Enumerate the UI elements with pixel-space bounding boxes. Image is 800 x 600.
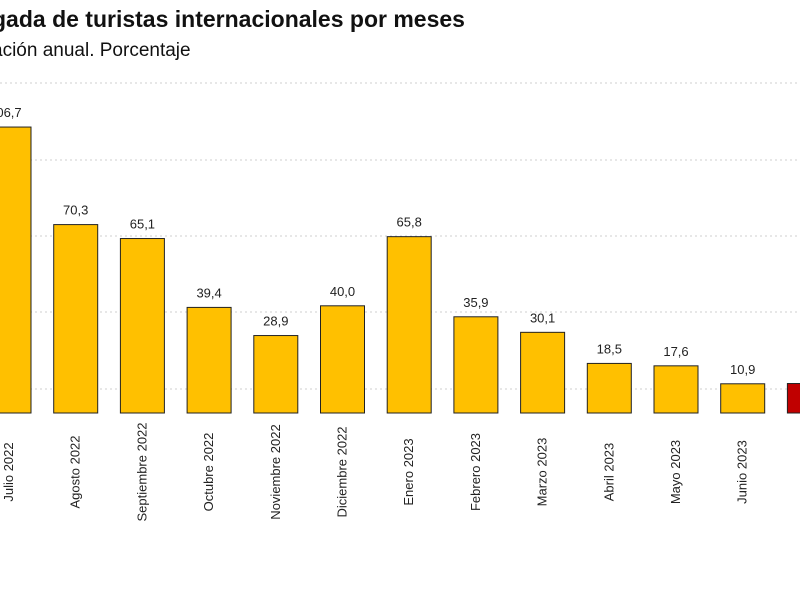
bar: [386, 236, 432, 414]
bar: [119, 238, 165, 414]
bar: [53, 224, 99, 414]
bar: [520, 331, 566, 414]
bar: [253, 335, 299, 414]
value-label: 65,8: [397, 215, 422, 230]
bar: [720, 383, 766, 414]
value-label: 18,5: [597, 341, 622, 356]
value-label: 06,7: [0, 105, 22, 120]
tick-label: Septiembre 2022: [134, 422, 149, 521]
bar: [186, 306, 232, 414]
tick-label: Junio 2023: [735, 440, 750, 504]
bar: [653, 365, 699, 414]
value-label: 40,0: [330, 284, 355, 299]
tick-label: Julio 2022: [1, 442, 16, 501]
tick-label: Enero 2023: [401, 438, 416, 505]
value-label: 30,1: [530, 310, 555, 325]
bar: [320, 305, 365, 414]
tick-label: Febrero 2023: [468, 433, 483, 511]
chart-subtitle: ación anual. Porcentaje: [0, 40, 191, 61]
bar: [786, 383, 800, 414]
tick-label: Noviembre 2022: [268, 424, 283, 519]
value-label: 65,1: [130, 217, 155, 232]
tick-label: Agosto 2022: [68, 435, 83, 508]
value-label: 39,4: [196, 285, 221, 300]
tick-label: Marzo 2023: [535, 438, 550, 507]
chart-title: gada de turistas internacionales por mes…: [0, 6, 465, 32]
tick-label: Diciembre 2022: [335, 426, 350, 517]
tick-label: Mayo 2023: [668, 440, 683, 504]
bar: [453, 316, 499, 414]
value-label: 17,6: [663, 344, 688, 359]
value-label: 35,9: [463, 295, 488, 310]
tick-labels: Julio 2022 Agosto 2022 Septiembre 2022 Octu…: [1, 422, 750, 521]
value-label: 28,9: [263, 314, 288, 329]
value-label: 10,9: [730, 362, 755, 377]
bar: [586, 362, 632, 414]
value-label: 70,3: [63, 203, 88, 218]
bar: [0, 126, 32, 414]
tick-label: Octubre 2022: [201, 433, 216, 512]
tick-label: Abril 2023: [601, 443, 616, 502]
bars: [0, 126, 800, 414]
value-labels: 06,7 70,3 65,1 39,4 28,9 40,0 65,8 35,9 30,1 18,5…: [0, 105, 755, 377]
